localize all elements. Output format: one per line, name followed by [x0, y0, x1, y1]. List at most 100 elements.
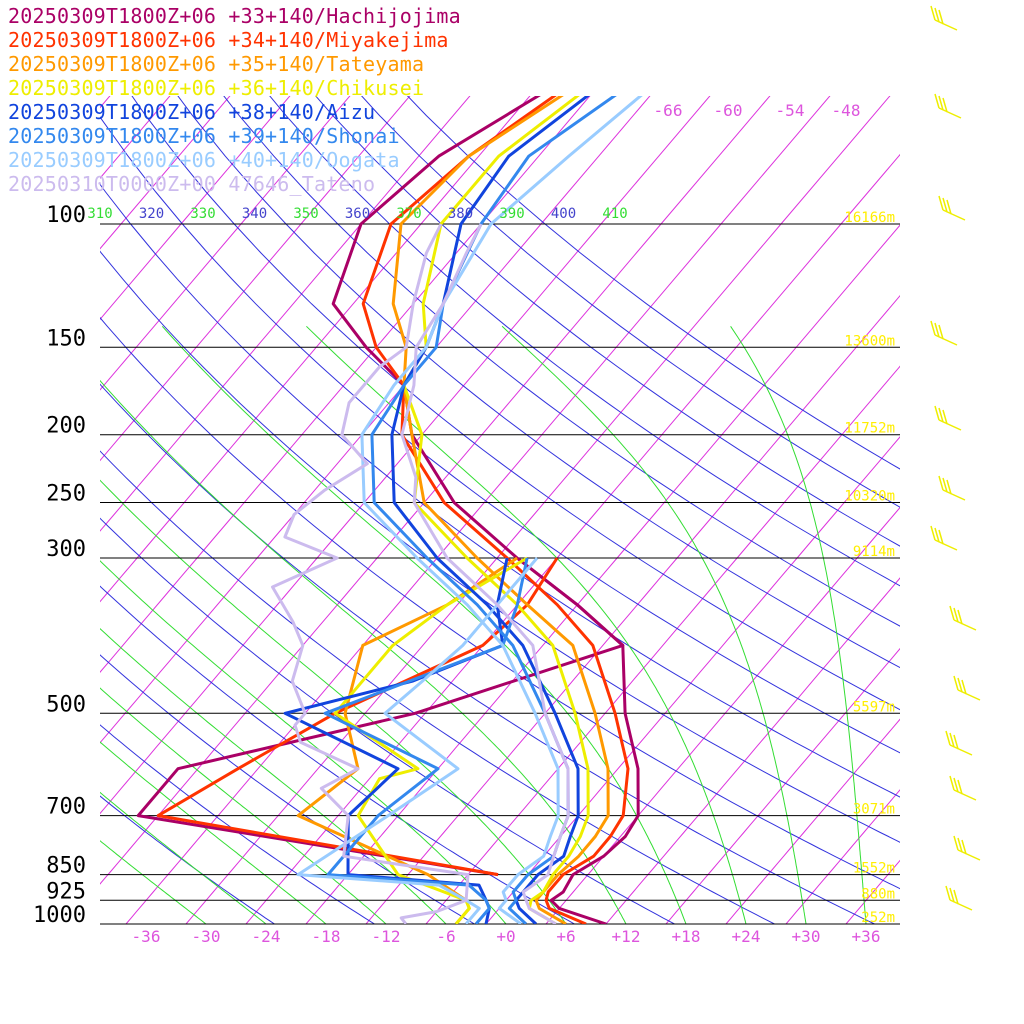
wind-barb: [945, 730, 973, 756]
x-tick-label: +12: [612, 927, 641, 946]
height-label: 5597m: [853, 699, 895, 715]
theta-label: 360: [345, 206, 370, 222]
theta-label: 380: [448, 206, 473, 222]
dry-adiabat-line: [100, 450, 775, 924]
dry-adiabat-line: [100, 116, 900, 754]
theta-label: 350: [293, 206, 318, 222]
isotherm-line: [425, 365, 900, 924]
wind-barb: [930, 5, 958, 31]
wind-barb: [953, 675, 981, 701]
legend-entry: 20250309T1800Z+06 +36+140/Chikusei: [8, 76, 425, 100]
pressure-label: 100: [46, 203, 86, 228]
theta-label: 330: [190, 206, 215, 222]
dry-adiabat-line: [315, 96, 900, 547]
dewpoint-profile: [296, 557, 539, 924]
x-tick-label: -18: [312, 927, 341, 946]
temperature-profile: [361, 96, 630, 924]
wind-barb: [934, 93, 962, 119]
moist-adiabat-line: [730, 326, 867, 924]
height-label: 880m: [861, 886, 895, 902]
x-tick-label: -24: [252, 927, 281, 946]
dry-adiabat-line: [406, 96, 900, 470]
legend-entry: 20250309T1800Z+06 +38+140/Aizu: [8, 100, 376, 124]
dry-adiabat-line: [100, 795, 275, 924]
legend-entry: 20250309T1800Z+06 +34+140/Miyakejima: [8, 28, 449, 52]
theta-label: 390: [499, 206, 524, 222]
pressure-label: 500: [46, 692, 86, 717]
pressure-label: 700: [46, 795, 86, 820]
legend-entry: 20250309T1800Z+06 +40+140/Oogata: [8, 148, 400, 172]
isotherm-line: [725, 718, 900, 924]
dry-adiabat-line: [223, 96, 900, 627]
theta-label: 320: [139, 206, 164, 222]
wind-barb: [938, 475, 966, 501]
wind-barb: [938, 195, 966, 221]
chart-legend: 20250309T1800Z+06 +33+140/Hachijojima 202…: [8, 4, 461, 196]
theta-label: 400: [551, 206, 576, 222]
x-tick-label: +6: [556, 927, 575, 946]
moist-adiabat-line: [306, 325, 747, 924]
height-label: 13600m: [844, 333, 895, 349]
top-temp-label: -66: [654, 101, 683, 120]
x-tick-label: -30: [192, 927, 221, 946]
legend-entry: 20250309T1800Z+06 +33+140/Hachijojima: [8, 4, 461, 28]
dry-adiabat-line: [361, 96, 900, 508]
height-label: 16166m: [844, 210, 895, 226]
isotherm-line: [545, 506, 900, 924]
wind-barb: [930, 525, 958, 551]
pressure-label: 300: [46, 537, 86, 562]
height-label: 9114m: [853, 544, 895, 560]
legend-entry: 20250309T1800Z+06 +39+140/Shonai: [8, 124, 400, 148]
temperature-profile: [370, 96, 617, 924]
height-label: 11752m: [844, 421, 895, 437]
isotherm-line: [365, 295, 900, 924]
pressure-label: 925: [46, 879, 86, 904]
moist-adiabat-line: [100, 840, 207, 924]
theta-label: 370: [396, 206, 421, 222]
theta-label: 310: [87, 206, 112, 222]
x-tick-label: -36: [132, 927, 161, 946]
wind-barb: [945, 885, 973, 911]
isotherm-line: [845, 859, 900, 924]
wind-barb: [949, 775, 977, 801]
pressure-label: 1000: [33, 903, 86, 928]
pressure-label: 150: [46, 326, 86, 351]
moist-adiabat-line: [501, 325, 807, 924]
wind-barb: [934, 405, 962, 431]
x-tick-label: +30: [792, 927, 821, 946]
temperature-profile: [331, 96, 640, 924]
pressure-label: 850: [46, 854, 86, 879]
dry-adiabat-line: [100, 517, 675, 924]
dry-adiabat-line: [100, 250, 900, 843]
moist-adiabat-line: [161, 325, 687, 924]
isotherm-line: [906, 0, 1024, 924]
top-temp-label: -48: [832, 101, 861, 120]
isotherm-line: [605, 577, 900, 924]
theta-label: 410: [602, 206, 627, 222]
dry-adiabat-line: [177, 96, 900, 669]
x-tick-label: -12: [372, 927, 401, 946]
x-tick-label: +24: [732, 927, 761, 946]
top-temp-label: -60: [714, 101, 743, 120]
temperature-profile: [360, 96, 643, 924]
x-tick-label: +36: [852, 927, 881, 946]
wind-barb: [930, 320, 958, 346]
temperature-profile: [402, 96, 590, 924]
x-tick-label: -6: [436, 927, 455, 946]
height-label: 10320m: [844, 489, 895, 505]
dry-adiabat-line: [100, 183, 900, 798]
x-tick-label: +0: [496, 927, 515, 946]
theta-label: 340: [242, 206, 267, 222]
pressure-label: 200: [46, 414, 86, 439]
temperature-profile: [400, 223, 570, 924]
pressure-label: 250: [46, 482, 86, 507]
axis-labels: 100 16166m 150 13600m 200 11752m 250 10320m 300 9…: [33, 101, 895, 946]
isobar-grid: [100, 223, 900, 925]
moist-adiabat-line: [100, 741, 327, 924]
top-temp-label: -54: [776, 101, 805, 120]
legend-entry: 20250310T0000Z+00 47646_Tateno: [8, 172, 376, 196]
dewpoint-profile: [323, 557, 529, 924]
moist-adiabat-line: [100, 379, 627, 924]
wind-barb: [949, 605, 977, 631]
